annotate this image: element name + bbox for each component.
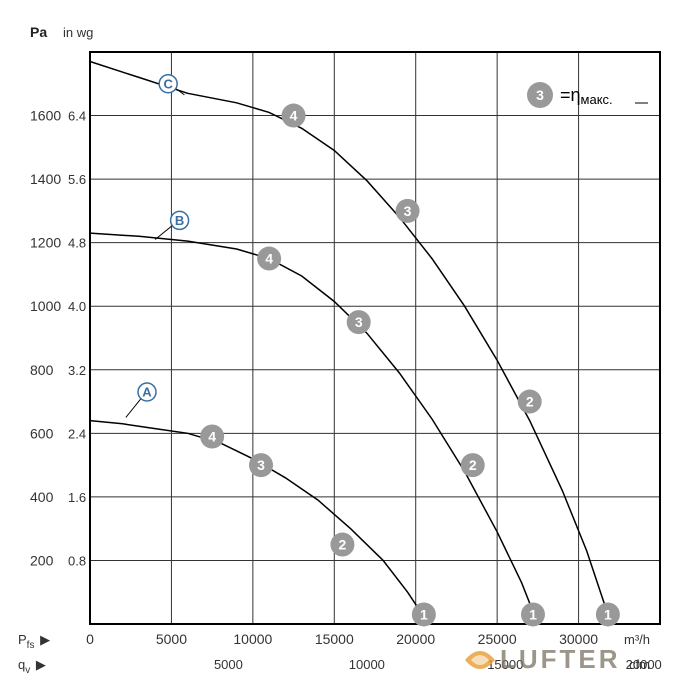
svg-text:B: B — [175, 213, 184, 228]
svg-text:2: 2 — [469, 457, 477, 473]
y2-tick-label: 4.0 — [68, 299, 86, 314]
svg-text:C: C — [163, 76, 173, 91]
curve-label-c: C — [159, 75, 177, 93]
y2-tick-label: 4.8 — [68, 236, 86, 251]
curve-marker: 1 — [596, 602, 620, 626]
curve-marker: 2 — [461, 453, 485, 477]
curve-label-b: B — [171, 211, 189, 229]
y2-axis-label: in wg — [63, 25, 93, 40]
y-tick-label: 400 — [30, 489, 54, 505]
svg-text:1: 1 — [604, 606, 612, 622]
y-tick-label: 1400 — [30, 171, 61, 187]
svg-text:A: A — [142, 385, 152, 400]
y-tick-label: 1600 — [30, 108, 61, 124]
svg-text:2: 2 — [526, 394, 534, 410]
svg-text:4: 4 — [265, 251, 273, 267]
curve-marker: 3 — [249, 453, 273, 477]
svg-text:1: 1 — [420, 606, 428, 622]
curve-marker: 2 — [330, 533, 354, 557]
curve-marker: 3 — [396, 199, 420, 223]
svg-text:4: 4 — [290, 108, 298, 124]
curve-marker: 1 — [412, 602, 436, 626]
x-axis-unit: m³/h — [624, 632, 650, 647]
x-tick-label: 5000 — [156, 631, 187, 647]
y2-tick-label: 1.6 — [68, 490, 86, 505]
curve-marker: 1 — [521, 602, 545, 626]
curve-marker: 2 — [518, 390, 542, 414]
curve-marker: 4 — [257, 247, 281, 271]
x-tick-label: 15000 — [315, 631, 354, 647]
y-tick-label: 200 — [30, 552, 54, 568]
svg-text:3: 3 — [257, 457, 265, 473]
curve-marker: 4 — [282, 104, 306, 128]
x-tick-label: 10000 — [233, 631, 272, 647]
svg-text:2: 2 — [339, 537, 347, 553]
y-tick-label: 600 — [30, 425, 54, 441]
svg-text:1: 1 — [529, 606, 537, 622]
x2-axis-unit: cfm — [629, 657, 650, 672]
svg-text:3: 3 — [536, 87, 544, 103]
y2-tick-label: 3.2 — [68, 363, 86, 378]
curve-marker: 4 — [200, 425, 224, 449]
x2-tick-label: 5000 — [214, 657, 243, 672]
fan-performance-chart: 4 3 2 1 4 3 2 1 4 3 2 1 A B C 200 400 600 800 1000 1200 140… — [0, 0, 700, 700]
x-tick-label: 0 — [86, 631, 94, 647]
svg-text:4: 4 — [208, 429, 216, 445]
y-tick-label: 800 — [30, 362, 54, 378]
y-axis-label: Pa — [30, 24, 47, 40]
curve-marker: 3 — [347, 310, 371, 334]
y2-tick-label: 2.4 — [68, 426, 86, 441]
x2-tick-label: 10000 — [349, 657, 385, 672]
lufter-watermark: LUFTER — [500, 644, 621, 674]
y-tick-label: 1000 — [30, 298, 61, 314]
y2-tick-label: 0.8 — [68, 553, 86, 568]
y-tick-label: 1200 — [30, 235, 61, 251]
svg-text:3: 3 — [355, 314, 363, 330]
x-tick-label: 20000 — [396, 631, 435, 647]
y2-tick-label: 5.6 — [68, 172, 86, 187]
curve-label-a: A — [138, 383, 156, 401]
svg-text:3: 3 — [404, 203, 412, 219]
y2-tick-label: 6.4 — [68, 109, 86, 124]
